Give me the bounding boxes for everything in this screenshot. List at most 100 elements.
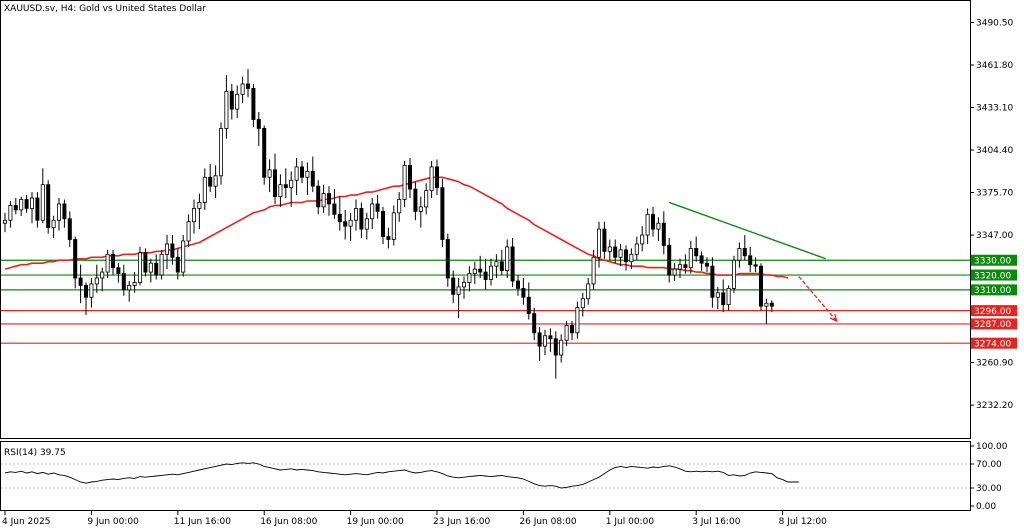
- candle[interactable]: [586, 278, 591, 305]
- candle[interactable]: [564, 320, 569, 347]
- candle[interactable]: [62, 199, 67, 228]
- candle[interactable]: [40, 168, 45, 224]
- candle[interactable]: [391, 205, 396, 246]
- candle[interactable]: [170, 235, 175, 265]
- candle[interactable]: [267, 159, 272, 193]
- candle[interactable]: [380, 206, 385, 244]
- candle[interactable]: [532, 307, 537, 341]
- candle[interactable]: [678, 258, 683, 279]
- candle[interactable]: [202, 168, 207, 210]
- candle[interactable]: [299, 160, 304, 184]
- candle[interactable]: [229, 83, 234, 120]
- candle[interactable]: [94, 264, 99, 293]
- candle[interactable]: [769, 300, 774, 313]
- candle[interactable]: [386, 227, 391, 249]
- candle[interactable]: [143, 248, 148, 277]
- candle[interactable]: [272, 153, 277, 204]
- candle[interactable]: [208, 163, 213, 193]
- candle[interactable]: [407, 158, 412, 199]
- candle[interactable]: [100, 267, 105, 292]
- candle[interactable]: [629, 248, 634, 270]
- candle[interactable]: [526, 282, 531, 320]
- candle[interactable]: [461, 276, 466, 299]
- candle[interactable]: [667, 238, 672, 283]
- candle[interactable]: [137, 246, 142, 286]
- candle[interactable]: [370, 198, 375, 230]
- candle[interactable]: [705, 257, 710, 273]
- candle[interactable]: [742, 235, 747, 261]
- candle[interactable]: [418, 196, 423, 228]
- candle[interactable]: [67, 211, 72, 247]
- candle[interactable]: [326, 186, 331, 216]
- candle[interactable]: [57, 198, 62, 231]
- candle[interactable]: [3, 212, 8, 233]
- candle[interactable]: [121, 264, 126, 296]
- candle[interactable]: [305, 162, 310, 196]
- candle[interactable]: [402, 160, 407, 207]
- candle[interactable]: [78, 264, 83, 304]
- candle[interactable]: [262, 125, 267, 185]
- candle[interactable]: [618, 243, 623, 267]
- candle[interactable]: [737, 242, 742, 268]
- candle[interactable]: [8, 200, 13, 228]
- candle[interactable]: [424, 183, 429, 215]
- candle[interactable]: [413, 181, 418, 221]
- candle[interactable]: [651, 206, 656, 237]
- candle[interactable]: [521, 278, 526, 305]
- candle[interactable]: [559, 334, 564, 363]
- candle[interactable]: [13, 198, 18, 215]
- candle[interactable]: [175, 248, 180, 280]
- candle[interactable]: [591, 249, 596, 290]
- candle[interactable]: [434, 159, 439, 196]
- candle[interactable]: [456, 278, 461, 319]
- candle[interactable]: [710, 257, 715, 308]
- candle[interactable]: [570, 320, 575, 341]
- candle[interactable]: [337, 196, 342, 231]
- candle[interactable]: [84, 282, 89, 316]
- candle[interactable]: [397, 192, 402, 222]
- candle[interactable]: [721, 279, 726, 313]
- candle[interactable]: [694, 236, 699, 262]
- candle[interactable]: [645, 208, 650, 244]
- candle[interactable]: [89, 278, 94, 308]
- candle[interactable]: [132, 272, 137, 293]
- candle[interactable]: [516, 275, 521, 296]
- candle[interactable]: [348, 212, 353, 241]
- candle[interactable]: [332, 189, 337, 219]
- candle[interactable]: [499, 249, 504, 276]
- candle[interactable]: [24, 195, 29, 213]
- candle[interactable]: [35, 192, 40, 228]
- candle[interactable]: [478, 255, 483, 279]
- candle[interactable]: [732, 255, 737, 293]
- candle[interactable]: [164, 235, 169, 270]
- candle[interactable]: [537, 326, 542, 361]
- candle[interactable]: [353, 199, 358, 231]
- candle[interactable]: [759, 263, 764, 311]
- candle[interactable]: [294, 158, 299, 196]
- candle[interactable]: [548, 328, 553, 353]
- candle[interactable]: [602, 221, 607, 259]
- candle[interactable]: [364, 212, 369, 240]
- candle[interactable]: [154, 254, 159, 280]
- candle[interactable]: [640, 226, 645, 252]
- candle[interactable]: [753, 257, 758, 273]
- candle[interactable]: [197, 193, 202, 230]
- candle[interactable]: [186, 214, 191, 247]
- candle[interactable]: [613, 239, 618, 264]
- candle[interactable]: [505, 239, 510, 279]
- candle[interactable]: [218, 122, 223, 185]
- candle[interactable]: [634, 236, 639, 261]
- candle[interactable]: [251, 83, 256, 127]
- candle[interactable]: [699, 251, 704, 271]
- candle[interactable]: [483, 258, 488, 290]
- candle[interactable]: [451, 270, 456, 304]
- candle[interactable]: [488, 258, 493, 286]
- candle[interactable]: [661, 211, 666, 255]
- candle[interactable]: [245, 69, 250, 98]
- candle[interactable]: [607, 239, 612, 261]
- candle[interactable]: [683, 254, 688, 274]
- candle[interactable]: [191, 199, 196, 234]
- candle[interactable]: [181, 235, 186, 277]
- candle[interactable]: [445, 233, 450, 287]
- candle[interactable]: [748, 246, 753, 273]
